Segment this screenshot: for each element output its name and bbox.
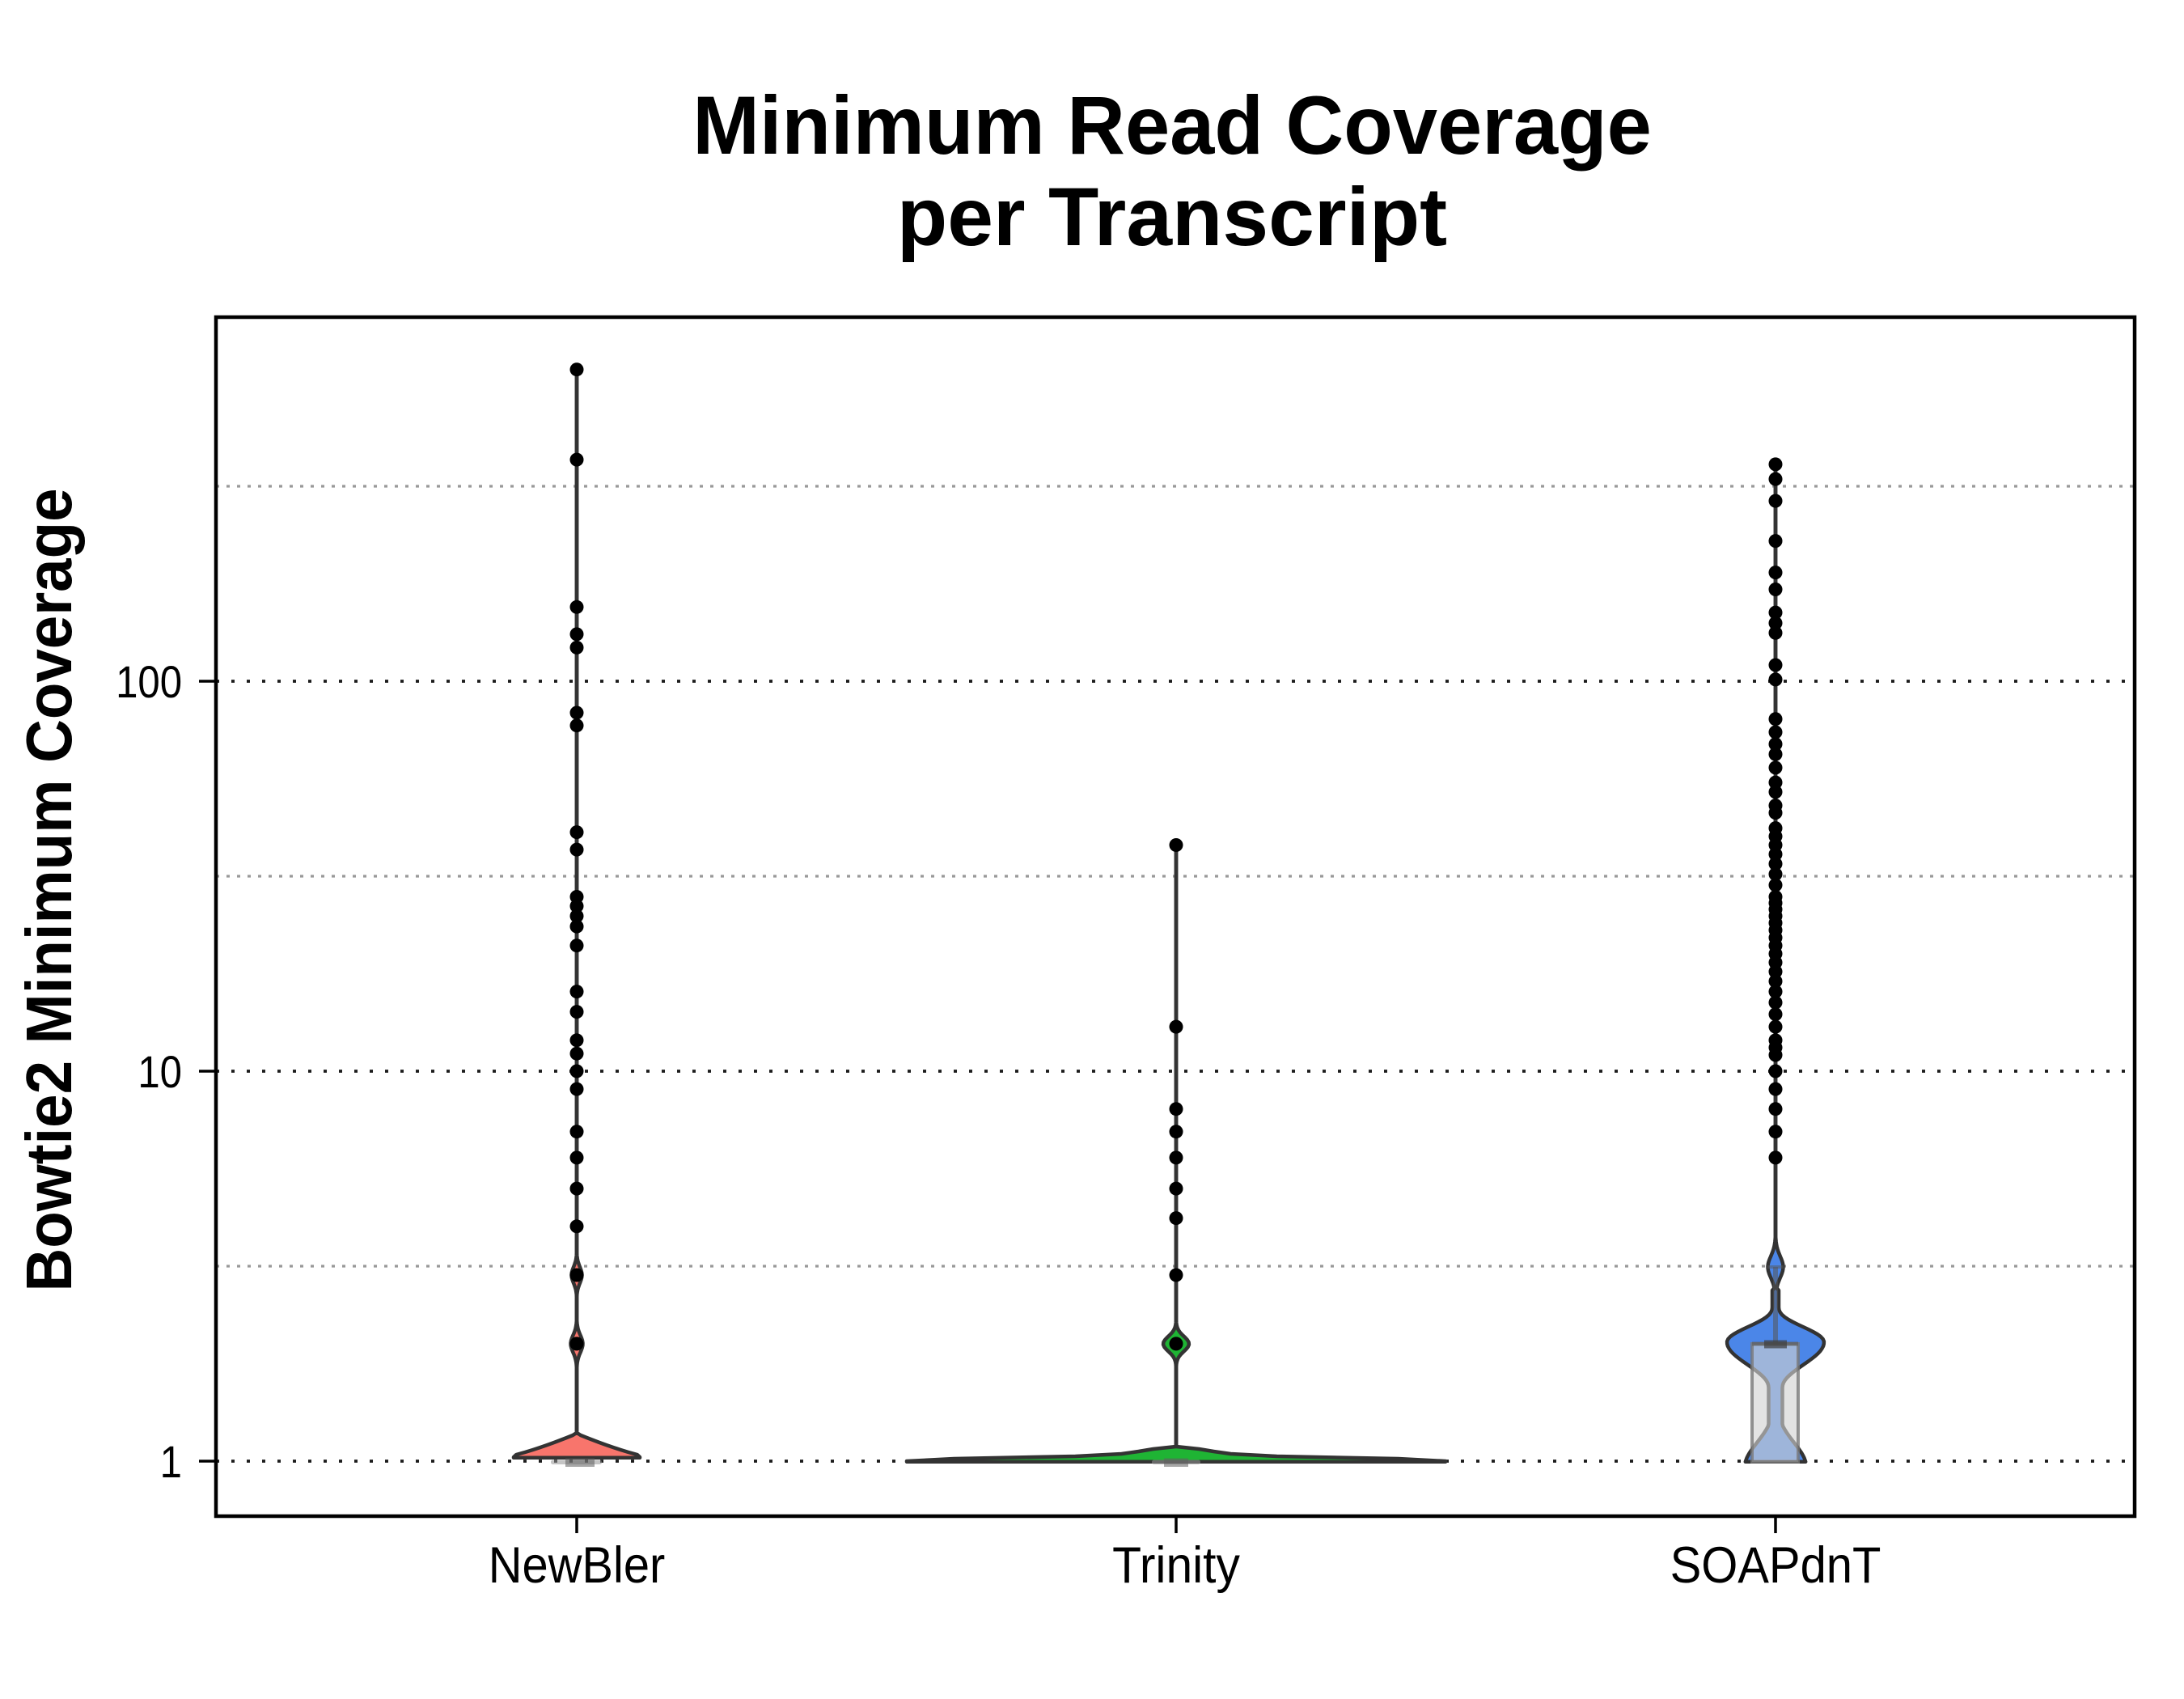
svg-text:Bowtie2 Minimum Coverage: Bowtie2 Minimum Coverage	[14, 489, 86, 1292]
svg-text:Trinity: Trinity	[1112, 1536, 1240, 1593]
svg-text:NewBler: NewBler	[489, 1536, 666, 1594]
svg-text:1: 1	[160, 1437, 182, 1488]
svg-text:100: 100	[116, 657, 182, 708]
svg-text:SOAPdnT: SOAPdnT	[1670, 1536, 1881, 1594]
svg-text:Minimum Read Coverage: Minimum Read Coverage	[692, 80, 1652, 172]
svg-text:10: 10	[138, 1047, 182, 1098]
svg-text:per Transcript: per Transcript	[897, 171, 1447, 263]
